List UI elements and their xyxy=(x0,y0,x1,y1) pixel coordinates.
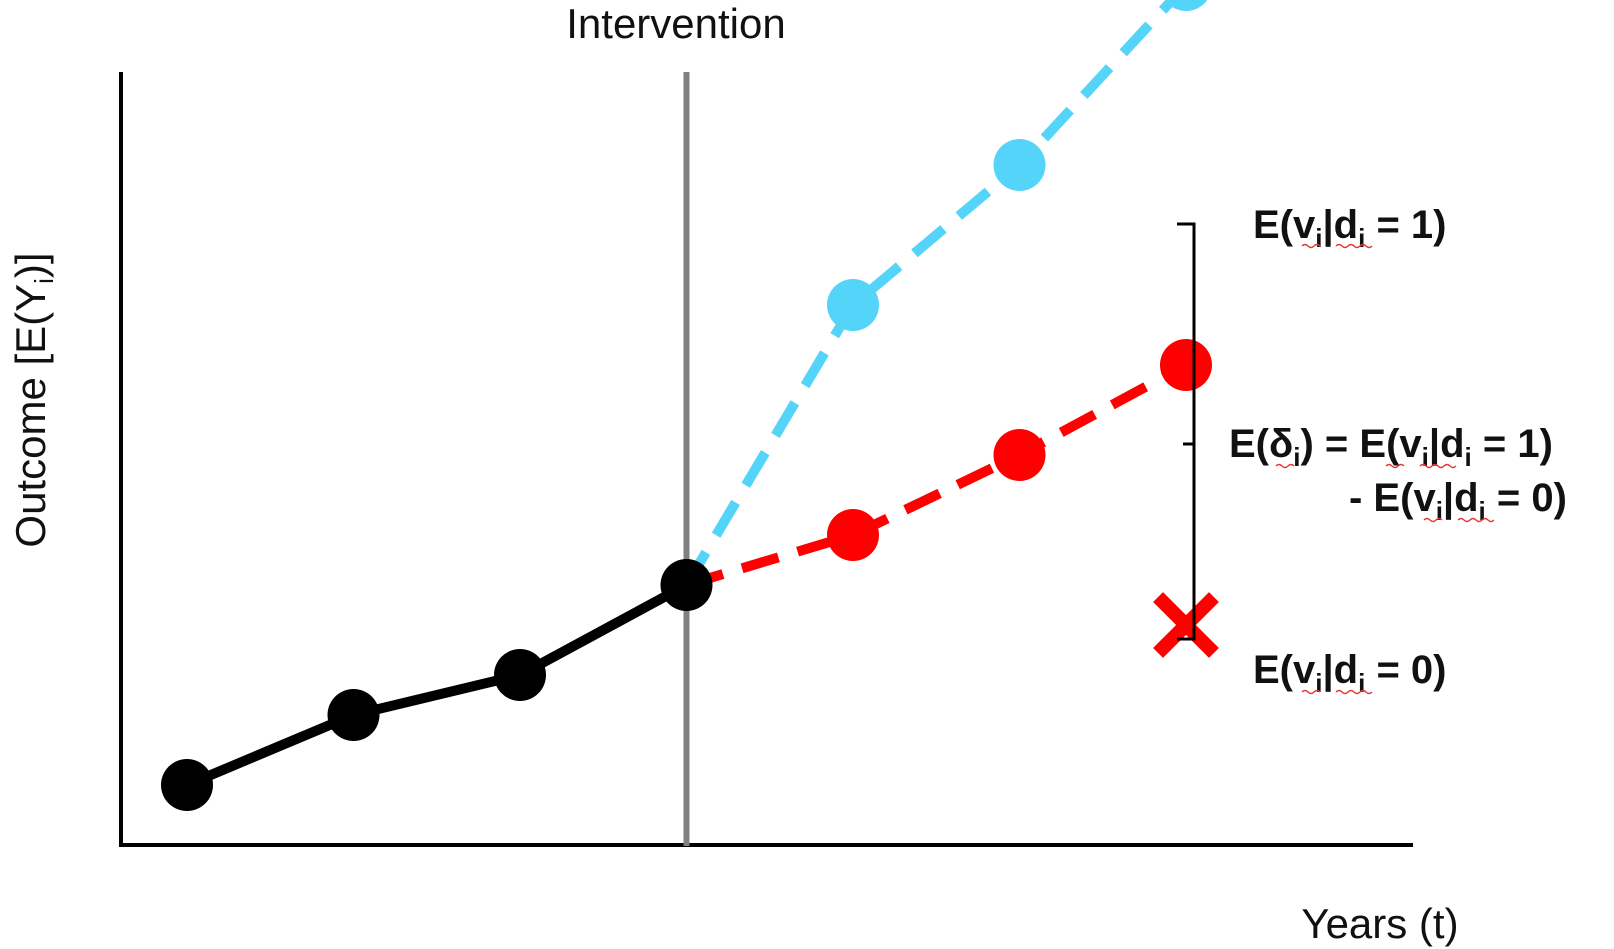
label-effect-line2: - E(vi|di = 0) xyxy=(1349,476,1567,526)
treated-point-2 xyxy=(993,139,1046,191)
x-axis-label: Years (t) xyxy=(1301,900,1458,947)
treated-point-1 xyxy=(827,279,879,331)
squiggle-effect-line2 xyxy=(1423,517,1495,523)
untreated-point-3 xyxy=(1160,339,1212,391)
pre-point-0 xyxy=(161,759,213,811)
effect-bracket xyxy=(1177,222,1196,641)
squiggle-effect-line1 xyxy=(1275,463,1457,469)
pre-line xyxy=(185,580,689,790)
treated-line xyxy=(682,0,1179,588)
untreated-point-1 xyxy=(827,509,879,561)
series-points xyxy=(161,0,1219,811)
squiggle-untreated xyxy=(1301,689,1373,695)
label-effect-line1: E(δi) = E(vi|di = 1) xyxy=(1229,422,1553,472)
y-axis-label-main: Outcome [E(Y xyxy=(7,284,54,548)
series-lines xyxy=(185,0,1189,790)
label-treated: E(vi|di = 1) xyxy=(1253,203,1447,253)
pre-point-3 xyxy=(660,559,713,611)
label-untreated: E(vi|di = 0) xyxy=(1253,648,1447,698)
y-axis-label: Outcome [E(Yi)] xyxy=(7,252,59,547)
pre-point-1 xyxy=(327,689,380,741)
untreated-line xyxy=(685,360,1189,590)
untreated-point-2 xyxy=(993,429,1046,481)
pre-point-2 xyxy=(494,649,546,701)
counterfactual-x-marker xyxy=(1153,592,1219,658)
y-axis-label-close: )] xyxy=(7,252,54,278)
treated-point-3 xyxy=(1164,0,1208,11)
squiggle-treated xyxy=(1301,243,1373,249)
intervention-title: Intervention xyxy=(566,0,785,47)
y-axis-label-sub: i xyxy=(29,278,59,284)
